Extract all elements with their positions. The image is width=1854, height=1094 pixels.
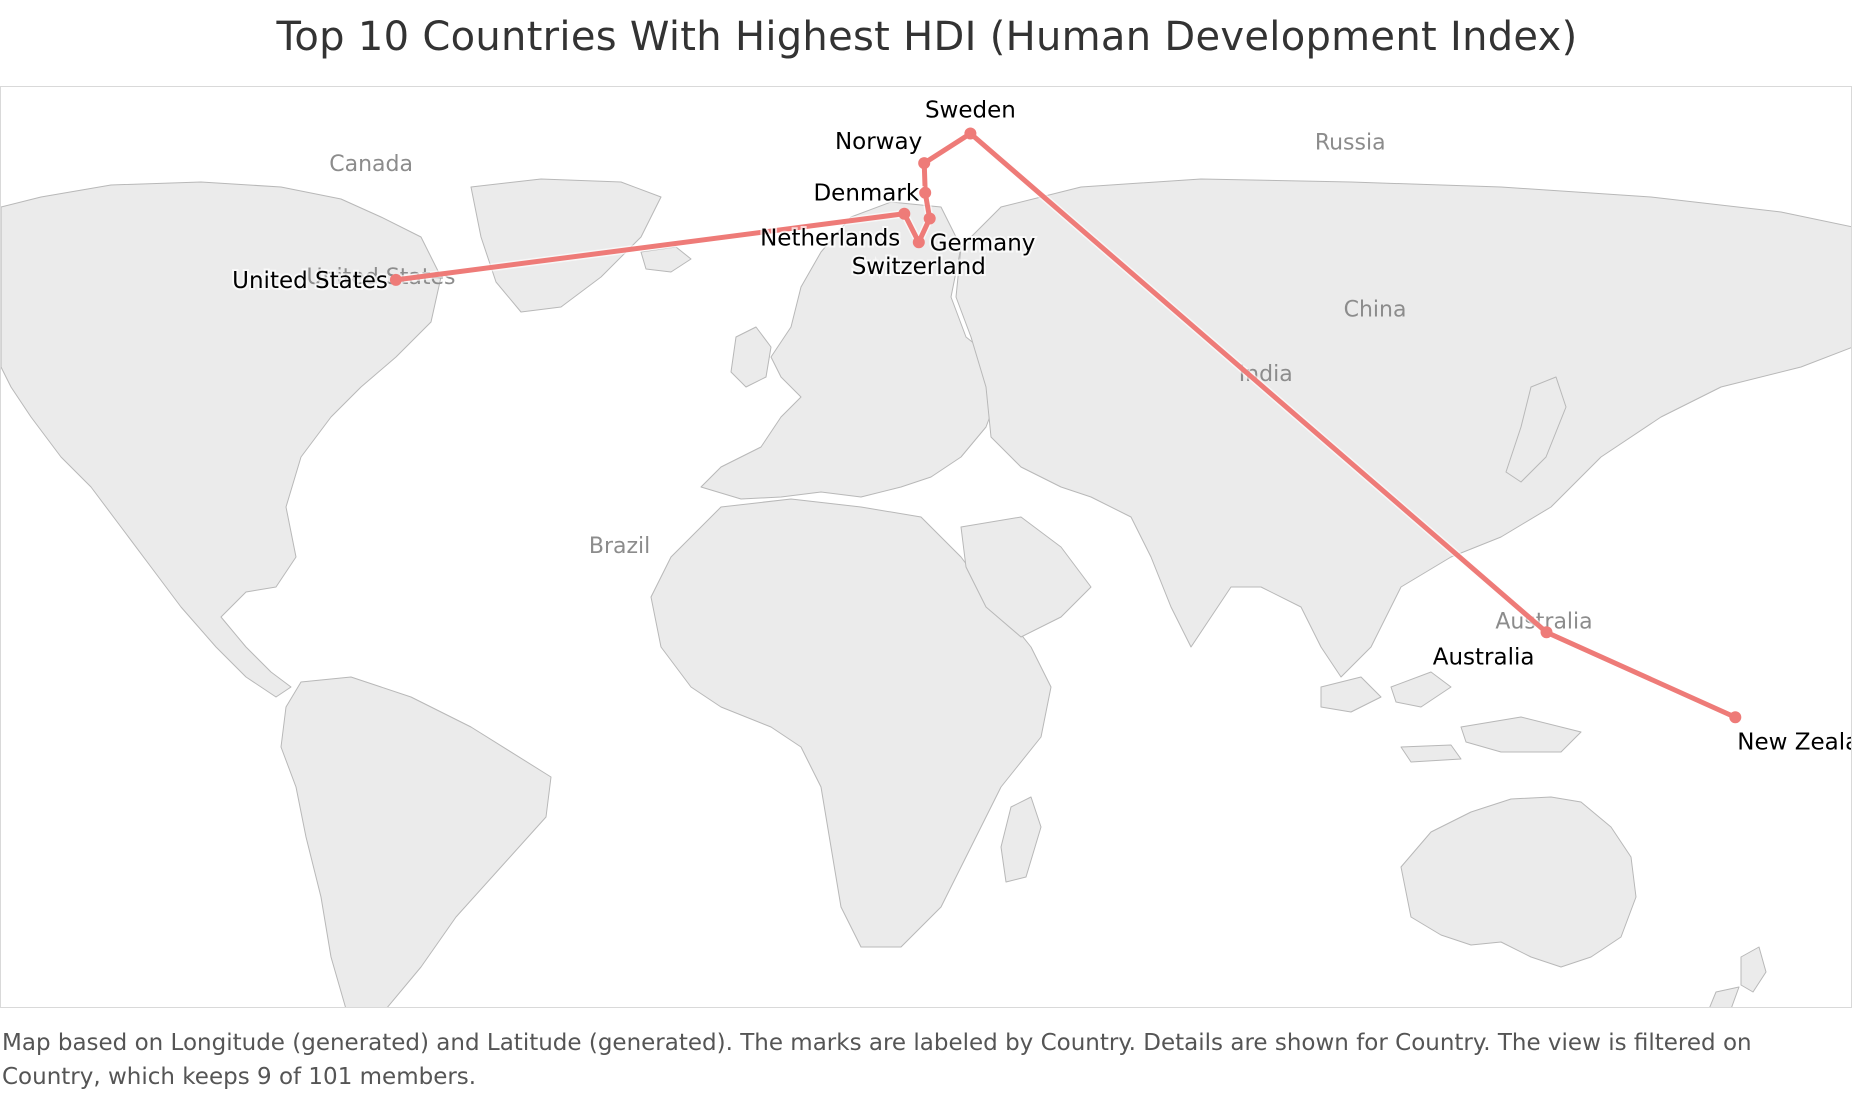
mark-label-denmark: Denmark <box>813 181 919 207</box>
mark-label-new-zealand: New Zealand <box>1737 729 1852 755</box>
base-label-china: China <box>1344 298 1407 323</box>
madagascar-landmass <box>1000 796 1042 883</box>
mark-labels-layer: United States NetherlandsSwitzerlandGerma… <box>230 96 1852 758</box>
base-label-canada: Canada <box>329 152 413 177</box>
mark-label-germany: Germany <box>930 231 1036 257</box>
map-caption: Map based on Longitude (generated) and L… <box>2 1030 1752 1090</box>
new-zealand-landmass <box>1709 946 1767 1007</box>
mark-label-australia: Australia <box>1433 644 1535 670</box>
asia-landmass <box>955 178 1851 678</box>
japan-landmass <box>1505 376 1567 483</box>
mark-label-united-states: United States <box>232 268 388 294</box>
south-america-landmass <box>280 676 552 1007</box>
mark-sweden[interactable] <box>964 127 977 140</box>
mark-new-zealand[interactable] <box>1729 711 1742 724</box>
base-label-brazil: Brazil <box>589 534 650 559</box>
mark-label-sweden: Sweden <box>925 98 1016 124</box>
africa-landmass <box>650 498 1052 948</box>
mark-australia[interactable] <box>1540 626 1553 639</box>
arabia-landmass <box>960 516 1092 638</box>
base-label-russia: Russia <box>1315 131 1386 156</box>
land-layer <box>1 178 1851 1007</box>
mark-label-netherlands: Netherlands <box>760 226 900 252</box>
mark-norway[interactable] <box>918 157 931 170</box>
chart-title: Top 10 Countries With Highest HDI (Human… <box>276 14 1578 60</box>
mark-label-norway: Norway <box>835 129 922 155</box>
mark-netherlands[interactable] <box>898 207 911 220</box>
indonesia-landmass <box>1320 671 1582 763</box>
world-map[interactable]: CanadaRussiaChinaIndiaBrazilAustraliaUni… <box>1 87 1852 1008</box>
mark-label-switzerland: Switzerland <box>852 254 986 280</box>
australia-landmass <box>1400 796 1637 968</box>
map-panel[interactable]: Canada Russia China India Brazil Australia Uni… <box>0 86 1852 1008</box>
mark-germany[interactable] <box>923 212 936 225</box>
british-isles-landmass <box>730 326 772 388</box>
mark-united-states[interactable] <box>389 273 402 286</box>
mark-switzerland[interactable] <box>912 236 925 249</box>
mark-denmark[interactable] <box>919 186 932 199</box>
north-america-landmass <box>1 181 442 698</box>
marks-layer <box>389 127 1742 724</box>
